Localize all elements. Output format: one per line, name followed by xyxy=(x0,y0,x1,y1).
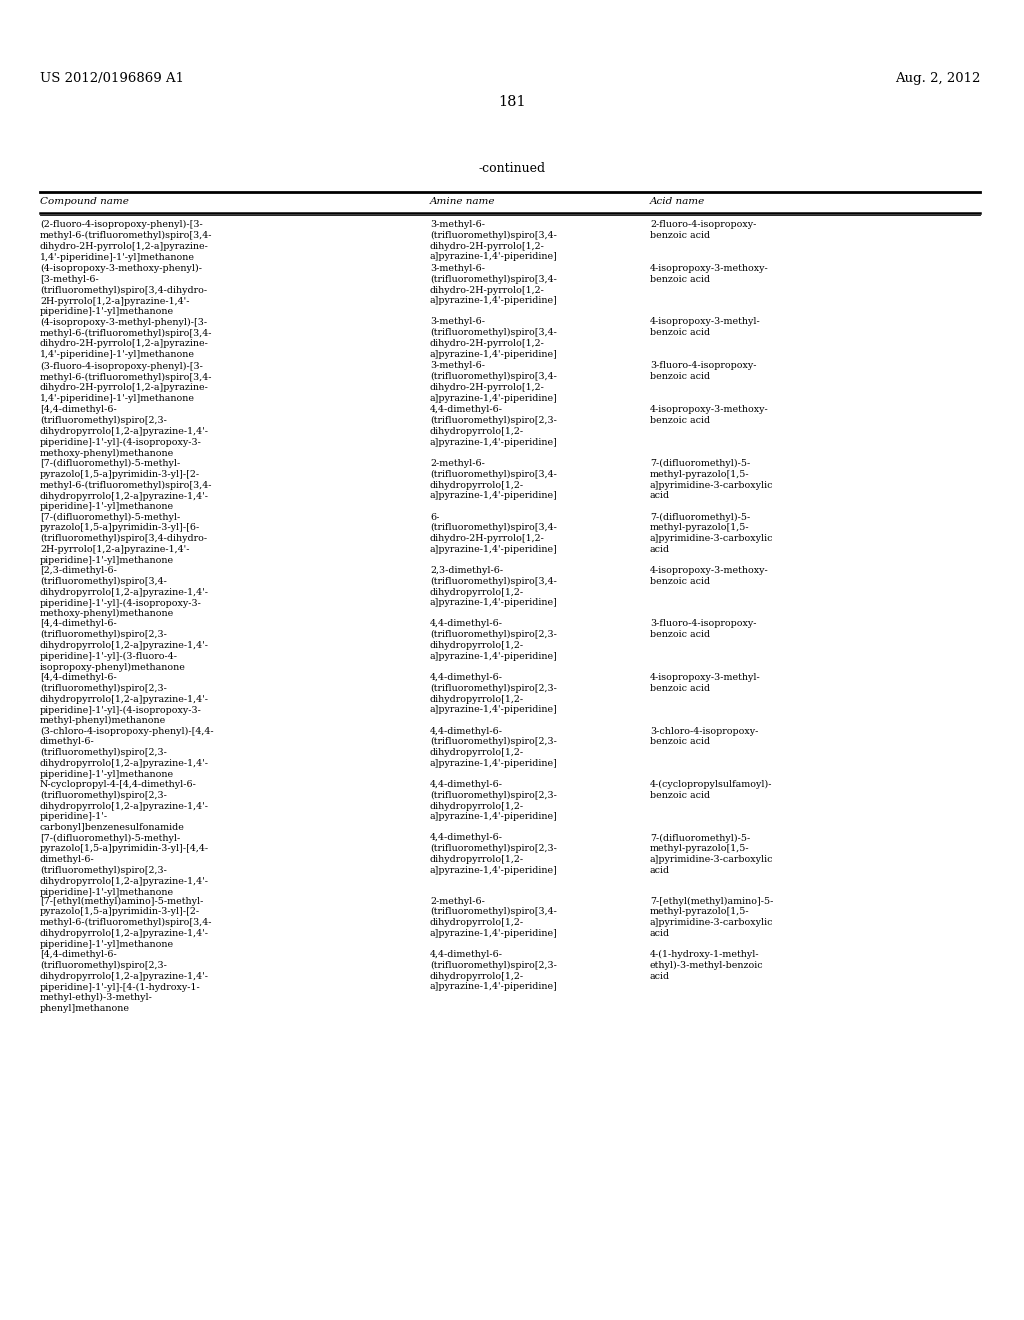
Text: Compound name: Compound name xyxy=(40,197,129,206)
Text: Acid name: Acid name xyxy=(650,197,706,206)
Text: 3-methyl-6-
(trifluoromethyl)spiro[3,4-
dihydro-2H-pyrrolo[1,2-
a]pyrazine-1,4'-: 3-methyl-6- (trifluoromethyl)spiro[3,4- … xyxy=(430,318,558,359)
Text: 2-methyl-6-
(trifluoromethyl)spiro[3,4-
dihydropyrrolo[1,2-
a]pyrazine-1,4'-pipe: 2-methyl-6- (trifluoromethyl)spiro[3,4- … xyxy=(430,459,558,500)
Text: [7-(difluoromethyl)-5-methyl-
pyrazolo[1,5-a]pyrimidin-3-yl]-[4,4-
dimethyl-6-
(: [7-(difluoromethyl)-5-methyl- pyrazolo[1… xyxy=(40,833,209,896)
Text: 4-isopropoxy-3-methyl-
benzoic acid: 4-isopropoxy-3-methyl- benzoic acid xyxy=(650,318,761,337)
Text: [4,4-dimethyl-6-
(trifluoromethyl)spiro[2,3-
dihydropyrrolo[1,2-a]pyrazine-1,4'-: [4,4-dimethyl-6- (trifluoromethyl)spiro[… xyxy=(40,673,209,726)
Text: (4-isopropoxy-3-methoxy-phenyl)-
[3-methyl-6-
(trifluoromethyl)spiro[3,4-dihydro: (4-isopropoxy-3-methoxy-phenyl)- [3-meth… xyxy=(40,264,207,317)
Text: 4,4-dimethyl-6-
(trifluoromethyl)spiro[2,3-
dihydropyrrolo[1,2-
a]pyrazine-1,4'-: 4,4-dimethyl-6- (trifluoromethyl)spiro[2… xyxy=(430,833,558,875)
Text: 4,4-dimethyl-6-
(trifluoromethyl)spiro[2,3-
dihydropyrrolo[1,2-
a]pyrazine-1,4'-: 4,4-dimethyl-6- (trifluoromethyl)spiro[2… xyxy=(430,726,558,768)
Text: (3-fluoro-4-isopropoxy-phenyl)-[3-
methyl-6-(trifluoromethyl)spiro[3,4-
dihydro-: (3-fluoro-4-isopropoxy-phenyl)-[3- methy… xyxy=(40,362,213,403)
Text: [7-(difluoromethyl)-5-methyl-
pyrazolo[1,5-a]pyrimidin-3-yl]-[2-
methyl-6-(trifl: [7-(difluoromethyl)-5-methyl- pyrazolo[1… xyxy=(40,459,213,511)
Text: 4-isopropoxy-3-methoxy-
benzoic acid: 4-isopropoxy-3-methoxy- benzoic acid xyxy=(650,405,769,425)
Text: [4,4-dimethyl-6-
(trifluoromethyl)spiro[2,3-
dihydropyrrolo[1,2-a]pyrazine-1,4'-: [4,4-dimethyl-6- (trifluoromethyl)spiro[… xyxy=(40,950,209,1014)
Text: 6-
(trifluoromethyl)spiro[3,4-
dihydro-2H-pyrrolo[1,2-
a]pyrazine-1,4'-piperidin: 6- (trifluoromethyl)spiro[3,4- dihydro-2… xyxy=(430,512,558,554)
Text: 7-(difluoromethyl)-5-
methyl-pyrazolo[1,5-
a]pyrimidine-3-carboxylic
acid: 7-(difluoromethyl)-5- methyl-pyrazolo[1,… xyxy=(650,833,773,875)
Text: 7-(difluoromethyl)-5-
methyl-pyrazolo[1,5-
a]pyrimidine-3-carboxylic
acid: 7-(difluoromethyl)-5- methyl-pyrazolo[1,… xyxy=(650,459,773,500)
Text: 4-isopropoxy-3-methoxy-
benzoic acid: 4-isopropoxy-3-methoxy- benzoic acid xyxy=(650,264,769,284)
Text: 3-fluoro-4-isopropoxy-
benzoic acid: 3-fluoro-4-isopropoxy- benzoic acid xyxy=(650,619,757,639)
Text: [4,4-dimethyl-6-
(trifluoromethyl)spiro[2,3-
dihydropyrrolo[1,2-a]pyrazine-1,4'-: [4,4-dimethyl-6- (trifluoromethyl)spiro[… xyxy=(40,619,209,672)
Text: 3-methyl-6-
(trifluoromethyl)spiro[3,4-
dihydro-2H-pyrrolo[1,2-
a]pyrazine-1,4'-: 3-methyl-6- (trifluoromethyl)spiro[3,4- … xyxy=(430,264,558,305)
Text: [4,4-dimethyl-6-
(trifluoromethyl)spiro[2,3-
dihydropyrrolo[1,2-a]pyrazine-1,4'-: [4,4-dimethyl-6- (trifluoromethyl)spiro[… xyxy=(40,405,209,458)
Text: -continued: -continued xyxy=(478,162,546,176)
Text: 4-isopropoxy-3-methyl-
benzoic acid: 4-isopropoxy-3-methyl- benzoic acid xyxy=(650,673,761,693)
Text: 181: 181 xyxy=(499,95,525,110)
Text: 4,4-dimethyl-6-
(trifluoromethyl)spiro[2,3-
dihydropyrrolo[1,2-
a]pyrazine-1,4'-: 4,4-dimethyl-6- (trifluoromethyl)spiro[2… xyxy=(430,619,558,661)
Text: (3-chloro-4-isopropoxy-phenyl)-[4,4-
dimethyl-6-
(trifluoromethyl)spiro[2,3-
dih: (3-chloro-4-isopropoxy-phenyl)-[4,4- dim… xyxy=(40,726,214,779)
Text: 2,3-dimethyl-6-
(trifluoromethyl)spiro[3,4-
dihydropyrrolo[1,2-
a]pyrazine-1,4'-: 2,3-dimethyl-6- (trifluoromethyl)spiro[3… xyxy=(430,566,558,607)
Text: 3-fluoro-4-isopropoxy-
benzoic acid: 3-fluoro-4-isopropoxy- benzoic acid xyxy=(650,362,757,381)
Text: 7-(difluoromethyl)-5-
methyl-pyrazolo[1,5-
a]pyrimidine-3-carboxylic
acid: 7-(difluoromethyl)-5- methyl-pyrazolo[1,… xyxy=(650,512,773,554)
Text: 3-methyl-6-
(trifluoromethyl)spiro[3,4-
dihydro-2H-pyrrolo[1,2-
a]pyrazine-1,4'-: 3-methyl-6- (trifluoromethyl)spiro[3,4- … xyxy=(430,220,558,261)
Text: 4,4-dimethyl-6-
(trifluoromethyl)spiro[2,3-
dihydropyrrolo[1,2-
a]pyrazine-1,4'-: 4,4-dimethyl-6- (trifluoromethyl)spiro[2… xyxy=(430,405,558,447)
Text: [7-(difluoromethyl)-5-methyl-
pyrazolo[1,5-a]pyrimidin-3-yl]-[6-
(trifluoromethy: [7-(difluoromethyl)-5-methyl- pyrazolo[1… xyxy=(40,512,207,565)
Text: Aug. 2, 2012: Aug. 2, 2012 xyxy=(895,73,980,84)
Text: (2-fluoro-4-isopropoxy-phenyl)-[3-
methyl-6-(trifluoromethyl)spiro[3,4-
dihydro-: (2-fluoro-4-isopropoxy-phenyl)-[3- methy… xyxy=(40,220,213,261)
Text: 3-chloro-4-isopropoxy-
benzoic acid: 3-chloro-4-isopropoxy- benzoic acid xyxy=(650,726,759,746)
Text: 4-(cyclopropylsulfamoyl)-
benzoic acid: 4-(cyclopropylsulfamoyl)- benzoic acid xyxy=(650,780,772,800)
Text: N-cyclopropyl-4-[4,4-dimethyl-6-
(trifluoromethyl)spiro[2,3-
dihydropyrrolo[1,2-: N-cyclopropyl-4-[4,4-dimethyl-6- (triflu… xyxy=(40,780,209,832)
Text: [7-[ethyl(methyl)amino]-5-methyl-
pyrazolo[1,5-a]pyrimidin-3-yl]-[2-
methyl-6-(t: [7-[ethyl(methyl)amino]-5-methyl- pyrazo… xyxy=(40,896,213,949)
Text: 4-isopropoxy-3-methoxy-
benzoic acid: 4-isopropoxy-3-methoxy- benzoic acid xyxy=(650,566,769,586)
Text: 2-fluoro-4-isopropoxy-
benzoic acid: 2-fluoro-4-isopropoxy- benzoic acid xyxy=(650,220,757,240)
Text: 4,4-dimethyl-6-
(trifluoromethyl)spiro[2,3-
dihydropyrrolo[1,2-
a]pyrazine-1,4'-: 4,4-dimethyl-6- (trifluoromethyl)spiro[2… xyxy=(430,780,558,821)
Text: 4,4-dimethyl-6-
(trifluoromethyl)spiro[2,3-
dihydropyrrolo[1,2-
a]pyrazine-1,4'-: 4,4-dimethyl-6- (trifluoromethyl)spiro[2… xyxy=(430,673,558,714)
Text: 2-methyl-6-
(trifluoromethyl)spiro[3,4-
dihydropyrrolo[1,2-
a]pyrazine-1,4'-pipe: 2-methyl-6- (trifluoromethyl)spiro[3,4- … xyxy=(430,896,558,939)
Text: 4,4-dimethyl-6-
(trifluoromethyl)spiro[2,3-
dihydropyrrolo[1,2-
a]pyrazine-1,4'-: 4,4-dimethyl-6- (trifluoromethyl)spiro[2… xyxy=(430,950,558,991)
Text: Amine name: Amine name xyxy=(430,197,496,206)
Text: 3-methyl-6-
(trifluoromethyl)spiro[3,4-
dihydro-2H-pyrrolo[1,2-
a]pyrazine-1,4'-: 3-methyl-6- (trifluoromethyl)spiro[3,4- … xyxy=(430,362,558,403)
Text: US 2012/0196869 A1: US 2012/0196869 A1 xyxy=(40,73,184,84)
Text: 4-(1-hydroxy-1-methyl-
ethyl)-3-methyl-benzoic
acid: 4-(1-hydroxy-1-methyl- ethyl)-3-methyl-b… xyxy=(650,950,764,981)
Text: 7-[ethyl(methyl)amino]-5-
methyl-pyrazolo[1,5-
a]pyrimidine-3-carboxylic
acid: 7-[ethyl(methyl)amino]-5- methyl-pyrazol… xyxy=(650,896,773,939)
Text: (4-isopropoxy-3-methyl-phenyl)-[3-
methyl-6-(trifluoromethyl)spiro[3,4-
dihydro-: (4-isopropoxy-3-methyl-phenyl)-[3- methy… xyxy=(40,318,213,359)
Text: [2,3-dimethyl-6-
(trifluoromethyl)spiro[3,4-
dihydropyrrolo[1,2-a]pyrazine-1,4'-: [2,3-dimethyl-6- (trifluoromethyl)spiro[… xyxy=(40,566,209,619)
